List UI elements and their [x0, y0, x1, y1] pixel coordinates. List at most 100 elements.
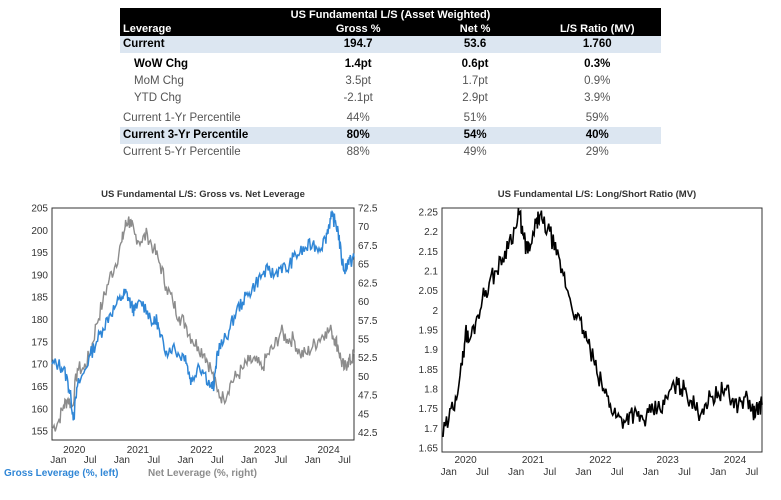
net-cell: 53.6: [416, 36, 534, 53]
y-tick-label: 165: [31, 382, 48, 393]
net-cell: 0.6pt: [461, 58, 489, 70]
y-tick-label: 1.65: [419, 444, 439, 455]
gross-cell: 44%: [346, 112, 370, 124]
table-row: Current 5-Yr Percentile 88% 49% 29%: [120, 144, 661, 161]
y-tick-label: 2.2: [424, 227, 438, 238]
ratio-cell: 59%: [585, 112, 609, 124]
x-month-label: Jul: [147, 455, 160, 466]
x-tick-label: 2021: [522, 455, 545, 466]
y-tick-label: 175: [31, 337, 48, 348]
row-label: Current 3-Yr Percentile: [120, 127, 300, 144]
net-cell: 1.7pt: [462, 75, 488, 87]
row-label: MoM Chg: [134, 75, 184, 87]
series-line-gross: [51, 209, 355, 421]
y-tick-label: 205: [31, 204, 48, 215]
x-month-label: Jan: [241, 455, 257, 466]
table-row: Current 1-Yr Percentile 44% 51% 59%: [120, 110, 661, 127]
legend-net-label: Net Leverage (%, right): [148, 468, 257, 479]
y-tick-label: 1.9: [424, 345, 438, 356]
gross-cell: 194.7: [299, 36, 417, 53]
column-header-leverage: Leverage: [120, 22, 300, 36]
gross-cell: 88%: [346, 146, 370, 158]
x-tick-label: 2024: [724, 455, 747, 466]
y-tick-label: 65: [358, 260, 370, 271]
row-label: Current: [120, 36, 300, 53]
y-tick-label: 1.7: [424, 424, 438, 435]
x-tick-label: 2024: [317, 445, 340, 456]
y-tick-label: 72.5: [358, 204, 378, 215]
y-tick-label: 45: [358, 409, 370, 420]
y-tick-label: 200: [31, 226, 48, 237]
row-label: Current 1-Yr Percentile: [123, 112, 241, 124]
y-tick-label: 62.5: [358, 278, 378, 289]
net-cell: 51%: [463, 112, 487, 124]
table-row: Current 3-Yr Percentile 80% 54% 40%: [120, 127, 661, 144]
x-tick-label: 2020: [63, 445, 86, 456]
table-row: Current 194.7 53.6 1.760: [120, 36, 661, 53]
gross-cell: 80%: [299, 127, 417, 144]
table-header-row: Leverage Gross % Net % L/S Ratio (MV): [120, 22, 661, 36]
y-axis-left: 155 160 165 170 175 180 185 190 195 200 205: [31, 204, 48, 438]
x-month-label: Jul: [611, 467, 624, 478]
x-month-label: Jul: [745, 467, 758, 478]
long-short-ratio-chart: US Fundamental L/S: Long/Short Ratio (MV…: [419, 189, 763, 478]
y-tick-label: 180: [31, 315, 48, 326]
series-line-net: [51, 216, 355, 432]
gross-cell: -2.1pt: [343, 92, 373, 104]
x-month-label: Jul: [274, 455, 287, 466]
ratio-cell: 1.760: [533, 36, 661, 53]
x-month-label: Jan: [305, 455, 321, 466]
net-cell: 2.9pt: [462, 92, 488, 104]
y-tick-label: 170: [31, 360, 48, 371]
y-tick-label: 190: [31, 270, 48, 281]
row-label: Current 5-Yr Percentile: [123, 146, 241, 158]
x-tick-label: 2022: [190, 445, 213, 456]
series-group: [51, 209, 355, 432]
y-tick-label: 60: [358, 297, 370, 308]
ratio-cell: 40%: [533, 127, 661, 144]
chart-title: US Fundamental L/S: Long/Short Ratio (MV…: [498, 189, 696, 200]
x-tick-label: 2020: [454, 455, 477, 466]
y-tick-label: 47.5: [358, 391, 378, 402]
ratio-cell: 29%: [585, 146, 609, 158]
y-tick-label: 185: [31, 293, 48, 304]
y-tick-label: 57.5: [358, 316, 378, 327]
y-tick-label: 2: [432, 306, 438, 317]
y-tick-label: 67.5: [358, 241, 378, 252]
net-cell: 54%: [416, 127, 534, 144]
ratio-cell: 0.3%: [584, 58, 611, 70]
ratio-cell: 0.9%: [584, 75, 611, 87]
x-tick-label: 2023: [657, 455, 680, 466]
y-tick-label: 1.95: [419, 326, 439, 337]
column-header-ratio: L/S Ratio (MV): [533, 22, 661, 36]
x-month-label: Jan: [508, 467, 524, 478]
y-tick-label: 2.1: [424, 266, 438, 277]
y-axis-right: 42.5 45 47.5 50 52.5 55 57.5 60 62.5 65 67.5 70 72.5: [358, 204, 378, 440]
x-month-label: Jan: [643, 467, 659, 478]
gross-cell: 3.5pt: [345, 75, 371, 87]
x-month-label: Jul: [338, 455, 351, 466]
table-row: WoW Chg 1.4pt 0.6pt 0.3%: [120, 56, 661, 73]
y-axis-left: 1.65 1.7 1.75 1.8 1.85 1.9 1.95 2 2.05 2.1 2.15 2.2…: [419, 207, 439, 454]
y-tick-label: 1.75: [419, 404, 439, 415]
row-label: WoW Chg: [134, 58, 189, 70]
y-tick-label: 2.15: [419, 247, 439, 258]
series-group: [441, 208, 763, 438]
x-tick-label: 2022: [589, 455, 612, 466]
y-tick-label: 55: [358, 334, 370, 345]
x-month-label: Jul: [476, 467, 489, 478]
net-cell: 49%: [463, 146, 487, 158]
plot-frame: [51, 207, 355, 441]
y-tick-label: 160: [31, 404, 48, 415]
gross-cell: 1.4pt: [344, 58, 372, 70]
plot-frame: [441, 207, 763, 453]
x-tick-label: 2021: [127, 445, 150, 456]
x-month-label: Jan: [441, 467, 457, 478]
gross-net-leverage-chart: US Fundamental L/S: Gross vs. Net Levera…: [4, 189, 378, 479]
x-month-label: Jul: [84, 455, 97, 466]
table-row: MoM Chg 3.5pt 1.7pt 0.9%: [120, 73, 661, 90]
y-tick-label: 42.5: [358, 428, 378, 439]
chart-title: US Fundamental L/S: Gross vs. Net Levera…: [101, 189, 305, 200]
